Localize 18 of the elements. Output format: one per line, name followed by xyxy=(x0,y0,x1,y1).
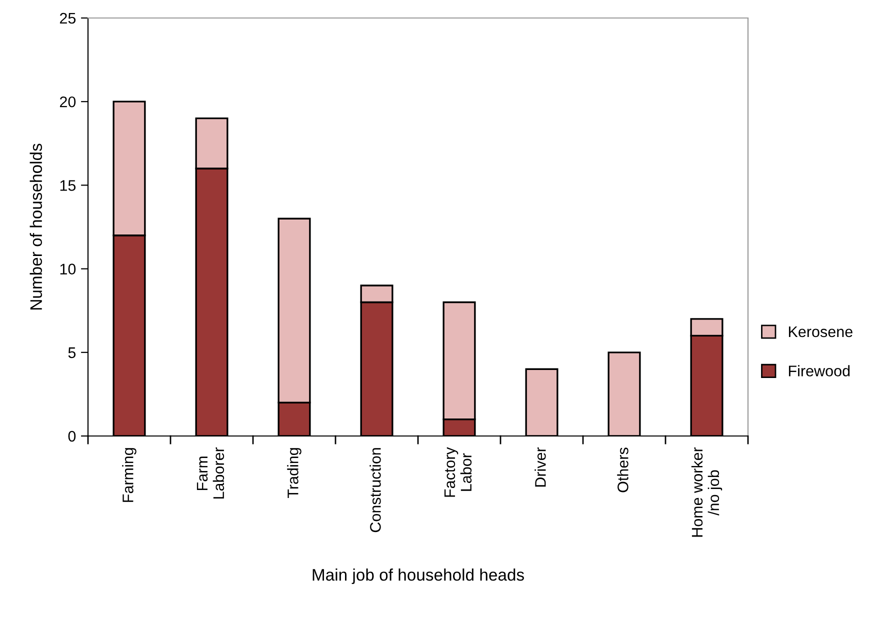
y-tick-label: 5 xyxy=(68,347,76,358)
x-tick-label: Farm Laborer xyxy=(196,447,224,499)
x-tick-label: Driver xyxy=(534,447,546,487)
y-tick-label: 0 xyxy=(68,430,76,442)
y-tick-label: 20 xyxy=(60,96,76,108)
x-tick-label: Factory Labor xyxy=(444,447,472,497)
x-tick-label: Trading xyxy=(287,448,302,498)
y-tick-label: 25 xyxy=(60,12,76,24)
y-axis-title: Number of households xyxy=(30,144,42,310)
y-tick-label: 10 xyxy=(60,264,76,274)
x-tick-label: Farming xyxy=(122,448,136,502)
legend-label: Kerosene xyxy=(788,326,852,338)
x-tick-label: Construction xyxy=(370,448,381,532)
x-tick-label: Others xyxy=(617,448,628,492)
legend-label: Firewood xyxy=(788,365,850,376)
y-tick-label: 15 xyxy=(60,180,76,191)
x-tick-label: Home worker /no job xyxy=(691,447,722,537)
x-axis-title: Main job of household heads xyxy=(312,568,524,584)
